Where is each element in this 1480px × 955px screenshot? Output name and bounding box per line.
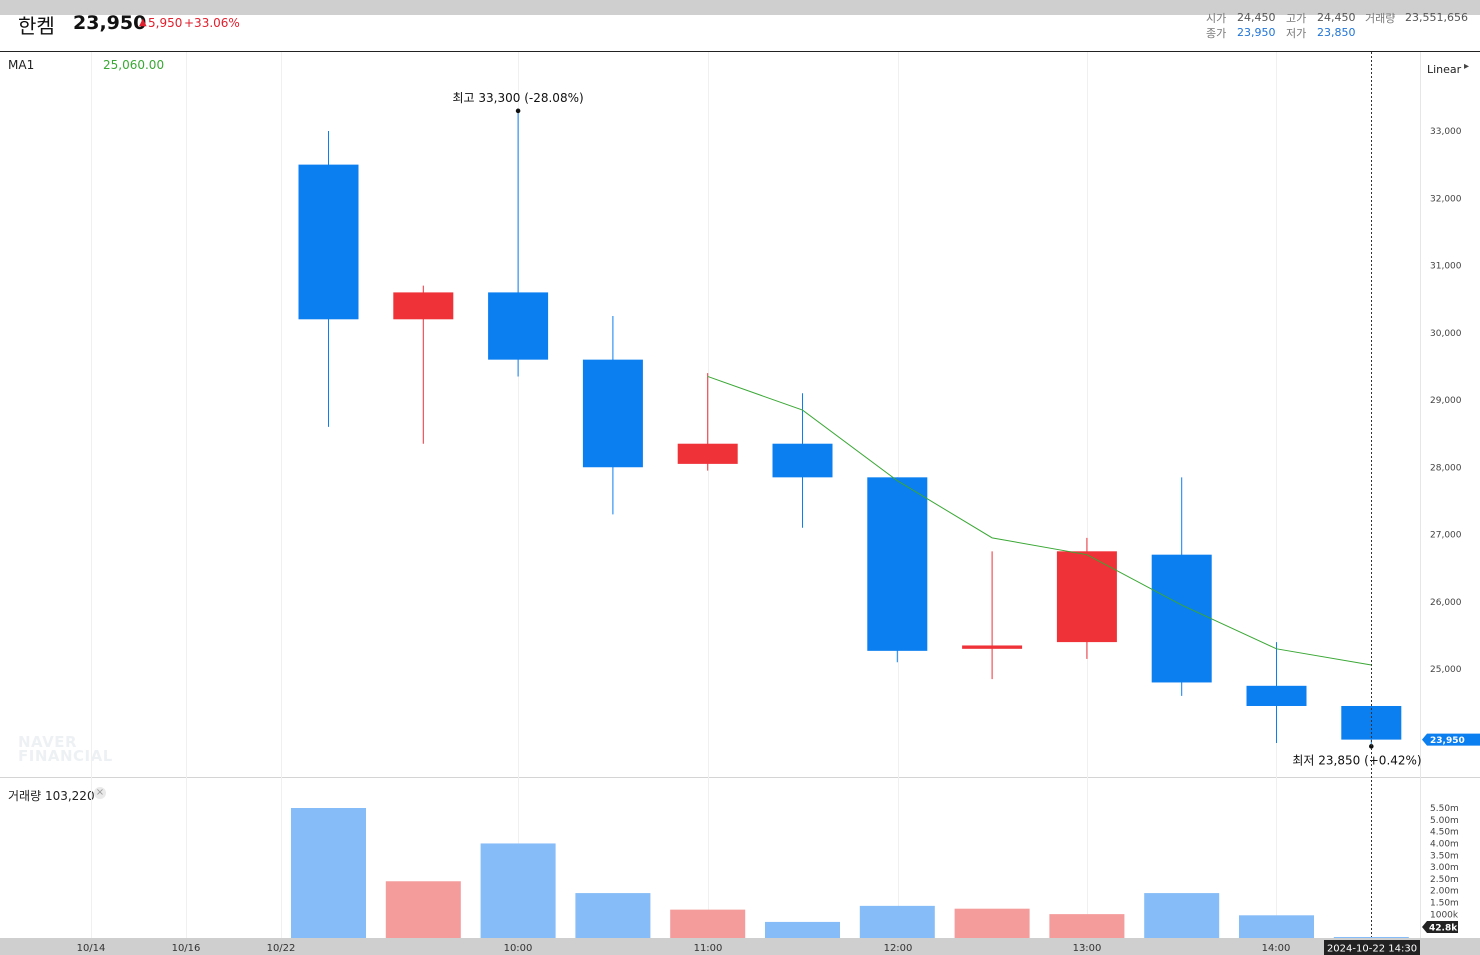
volume-tick-label: 5.50m [1430,804,1459,814]
low-value: 23,850 [1317,26,1356,39]
watermark-logo: NAVER FINANCIAL [18,733,113,765]
bottom-frame [0,938,1480,955]
volume-tick-label: 2.50m [1430,875,1459,885]
last-price-label: 23,950 [1430,736,1465,746]
low-marker [1369,744,1374,749]
crosshair-time-tag [1324,940,1420,955]
volume-tick-label: 3.50m [1430,851,1459,861]
stock-name[interactable]: 한켐 [18,14,55,38]
volume-tick-label: 4.50m [1430,828,1459,838]
open-value: 24,450 [1237,11,1276,24]
volume-bar [859,905,935,938]
y-tick-label: 25,000 [1430,665,1462,675]
close-label: 종가 [1206,27,1227,40]
ma-indicator-value: 25,060.00 [103,58,165,72]
x-tick-label: 13:00 [1073,943,1102,954]
high-annotation: 최고 33,300 (-28.08%) [453,91,584,105]
candle [772,443,833,478]
volume-bar [385,881,461,938]
candle [1341,705,1402,740]
volume-bar [291,808,366,938]
chart-panel [0,15,1480,938]
header-bar [14,15,1466,51]
candle [677,443,738,464]
candle [298,164,359,320]
candle [1151,554,1212,683]
volume-label: 거래량 [1365,12,1396,25]
low-label: 저가 [1286,27,1307,40]
candle [962,645,1023,649]
y-tick-label: 33,000 [1430,127,1462,137]
last-price-tag [1422,733,1480,746]
volume-tick-label: 4.00m [1430,839,1459,849]
top-frame [0,0,1480,15]
volume-bar [670,909,746,938]
x-tick-label: 10/14 [77,943,106,954]
y-tick-label: 29,000 [1430,396,1462,406]
close-icon[interactable]: × [94,787,106,799]
volume-tick-label: 1.50m [1430,899,1459,909]
ma-indicator-label[interactable]: MA1 [8,58,35,72]
high-label: 고가 [1286,12,1307,25]
high-value: 24,450 [1317,11,1356,24]
high-marker [515,108,521,114]
scale-mode-select[interactable]: Linear [1427,63,1462,76]
x-tick-label: 11:00 [694,943,723,954]
volume-bar [575,893,651,938]
y-tick-label: 32,000 [1430,194,1462,204]
volume-tick-label: 2.00m [1430,887,1459,897]
y-tick-label: 30,000 [1430,329,1462,339]
low-annotation: 최저 23,850 (+0.42%) [1292,753,1421,767]
x-tick-label: 10/22 [267,943,296,954]
last-volume-tag [1422,920,1458,933]
volume-tick-label: 3.00m [1430,863,1459,873]
candle [393,292,454,320]
volume-tick-label: 5.00m [1430,816,1459,826]
volume-bar [954,908,1030,938]
x-tick-label: 10:00 [504,943,533,954]
last-volume-label: 42.8k [1429,923,1458,933]
open-label: 시가 [1206,12,1227,25]
candle [1246,685,1307,706]
close-value: 23,950 [1237,26,1276,39]
price-change-pct: +33.06% [184,16,240,30]
current-price: 23,950 [73,12,147,34]
volume-bar [1144,893,1220,938]
x-tick-label: 14:00 [1262,943,1291,954]
volume-value: 23,551,656 [1405,11,1468,24]
price-change: 5,950 [148,16,183,30]
volume-tick-label: 1000k [1430,910,1459,920]
volume-bar [765,921,840,938]
volume-bar [1049,914,1125,938]
crosshair-time-label: 2024-10-22 14:30 [1327,944,1417,955]
candle [582,359,643,468]
up-arrow-icon: ▲ [139,17,147,28]
candle [488,292,549,360]
candle [1056,551,1117,643]
volume-bar [1333,936,1409,938]
x-tick-label: 12:00 [884,943,913,954]
chevron-right-icon[interactable]: ▸ [1464,61,1470,72]
y-tick-label: 27,000 [1430,531,1462,541]
x-tick-label: 10/16 [172,943,201,954]
volume-bar [1239,915,1314,938]
volume-panel-label[interactable]: 거래량 103,220 [8,789,95,803]
header-divider [0,51,1480,52]
volume-bar [480,843,556,938]
y-tick-label: 28,000 [1430,463,1462,473]
ma-line [707,375,1372,666]
y-tick-label: 31,000 [1430,262,1462,272]
candle [867,477,928,651]
y-tick-label: 26,000 [1430,598,1462,608]
